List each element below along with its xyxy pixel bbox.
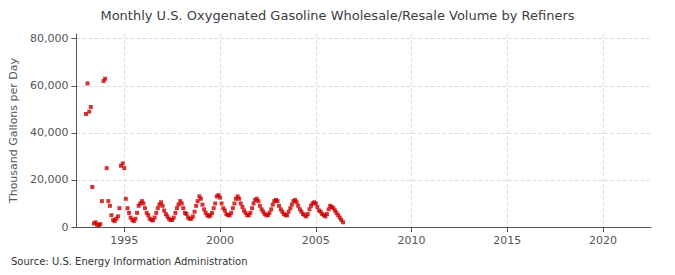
- svg-text:80,000: 80,000: [30, 32, 69, 45]
- svg-text:2010: 2010: [398, 234, 426, 247]
- svg-text:Source: U.S. Energy Informatio: Source: U.S. Energy Information Administ…: [11, 256, 248, 267]
- svg-text:2000: 2000: [206, 234, 234, 247]
- svg-text:20,000: 20,000: [30, 173, 69, 186]
- svg-text:0: 0: [61, 221, 68, 234]
- svg-text:Monthly U.S. Oxygenated Gasoli: Monthly U.S. Oxygenated Gasoline Wholesa…: [100, 8, 574, 23]
- svg-text:60,000: 60,000: [30, 79, 69, 92]
- svg-text:Thousand Gallons per Day: Thousand Gallons per Day: [7, 57, 20, 204]
- svg-text:2020: 2020: [589, 234, 617, 247]
- svg-text:40,000: 40,000: [30, 126, 69, 139]
- svg-text:2015: 2015: [493, 234, 521, 247]
- svg-text:2005: 2005: [302, 234, 330, 247]
- svg-text:1995: 1995: [110, 234, 138, 247]
